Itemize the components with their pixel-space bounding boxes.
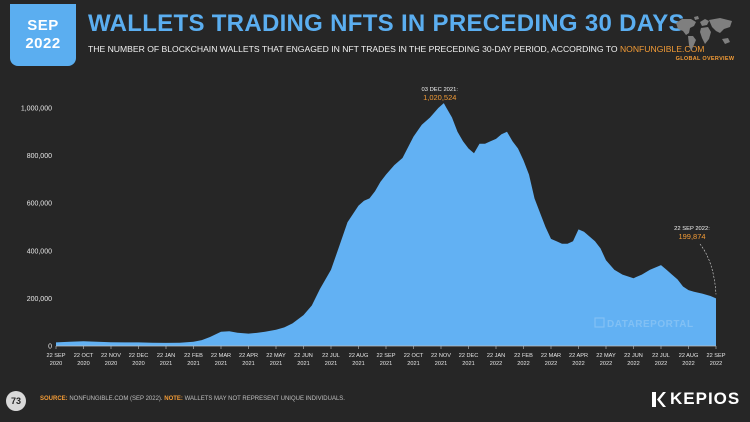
note-text: WALLETS MAY NOT REPRESENT UNIQUE INDIVID…: [182, 396, 345, 402]
x-tick-year: 2021: [270, 361, 282, 367]
x-tick-year: 2020: [50, 361, 62, 367]
x-tick-year: 2020: [132, 361, 144, 367]
x-tick-label: 22 NOV: [431, 353, 451, 359]
x-tick-label: 22 NOV: [101, 353, 121, 359]
world-map-icon: [672, 14, 738, 54]
x-tick-year: 2020: [105, 361, 117, 367]
x-tick-year: 2022: [710, 361, 722, 367]
peak-annotation-value: 1,020,524: [423, 93, 456, 102]
x-tick-label: 22 AUG: [349, 353, 369, 359]
y-tick-label: 200,000: [27, 296, 52, 303]
x-tick-year: 2021: [160, 361, 172, 367]
date-badge: SEP 2022: [10, 4, 76, 66]
x-tick-year: 2021: [187, 361, 199, 367]
x-tick-label: 22 SEP: [377, 353, 396, 359]
watermark-text: DATAREPORTAL: [607, 319, 694, 330]
brand-name: KEPIOS: [670, 389, 741, 408]
x-tick-label: 22 APR: [239, 353, 258, 359]
x-tick-label: 22 SEP: [707, 353, 726, 359]
y-tick-label: 400,000: [27, 248, 52, 255]
x-tick-year: 2021: [380, 361, 392, 367]
x-tick-label: 22 MAY: [596, 353, 616, 359]
x-tick-year: 2022: [600, 361, 612, 367]
y-tick-label: 0: [48, 344, 52, 351]
x-tick-label: 22 OCT: [74, 353, 94, 359]
chart-subtitle: THE NUMBER OF BLOCKCHAIN WALLETS THAT EN…: [88, 44, 704, 54]
x-tick-label: 22 APR: [569, 353, 588, 359]
x-tick-year: 2022: [545, 361, 557, 367]
x-tick-label: 22 JUL: [652, 353, 670, 359]
x-tick-year: 2022: [682, 361, 694, 367]
x-tick-year: 2022: [627, 361, 639, 367]
map-label: GLOBAL OVERVIEW: [675, 56, 735, 62]
x-tick-year: 2021: [462, 361, 474, 367]
peak-annotation-date: 03 DEC 2021:: [422, 87, 459, 93]
x-tick-year: 2021: [215, 361, 227, 367]
latest-annotation-value: 199,874: [678, 232, 705, 241]
x-tick-label: 22 FEB: [184, 353, 203, 359]
x-tick-year: 2021: [407, 361, 419, 367]
x-tick-label: 22 JUL: [322, 353, 340, 359]
x-tick-label: 22 JUN: [624, 353, 643, 359]
x-tick-year: 2021: [325, 361, 337, 367]
datareportal-watermark: DATAREPORTAL: [594, 317, 694, 330]
x-tick-label: 22 DEC: [129, 353, 149, 359]
x-tick-label: 22 JUN: [294, 353, 313, 359]
footer-source: SOURCE: NONFUNGIBLE.COM (SEP 2022). NOTE…: [40, 396, 345, 402]
source-link[interactable]: NONFUNGIBLE.COM: [619, 44, 705, 54]
x-tick-label: 22 MAY: [266, 353, 286, 359]
chart-title: WALLETS TRADING NFTS IN PRECEDING 30 DAY…: [88, 10, 685, 37]
x-tick-label: 22 SEP: [47, 353, 66, 359]
x-tick-label: 22 FEB: [514, 353, 533, 359]
y-axis-ticks: 0 200,000 400,000 600,000 800,000 1,000,000: [21, 106, 52, 351]
x-tick-year: 2021: [435, 361, 447, 367]
x-tick-year: 2020: [77, 361, 89, 367]
kepios-logo-icon: [652, 391, 666, 407]
source-label: SOURCE:: [40, 396, 68, 402]
date-year: 2022: [25, 35, 61, 52]
x-tick-label: 22 MAR: [211, 353, 231, 359]
x-tick-year: 2022: [517, 361, 529, 367]
x-tick-year: 2022: [490, 361, 502, 367]
x-tick-year: 2021: [297, 361, 309, 367]
date-month: SEP: [27, 17, 59, 34]
x-tick-year: 2021: [242, 361, 254, 367]
x-tick-label: 22 DEC: [459, 353, 479, 359]
y-tick-label: 800,000: [27, 153, 52, 160]
page-number: 73: [6, 391, 26, 411]
subtitle-text: THE NUMBER OF BLOCKCHAIN WALLETS THAT EN…: [88, 44, 620, 54]
x-tick-label: 22 JAN: [157, 353, 175, 359]
y-tick-label: 600,000: [27, 201, 52, 208]
x-tick-label: 22 JAN: [487, 353, 505, 359]
y-tick-label: 1,000,000: [21, 106, 52, 113]
x-tick-label: 22 MAR: [541, 353, 561, 359]
source-text: NONFUNGIBLE.COM (SEP 2022).: [67, 396, 165, 402]
x-tick-year: 2022: [655, 361, 667, 367]
chart-annotations: 03 DEC 2021:1,020,524 22 SEP 2022:199,874: [422, 87, 717, 295]
x-tick-label: 22 AUG: [679, 353, 699, 359]
x-tick-label: 22 OCT: [404, 353, 424, 359]
x-tick-year: 2021: [352, 361, 364, 367]
chart-area-series: [56, 103, 716, 346]
latest-annotation-connector: [699, 243, 717, 295]
kepios-logo: KEPIOS: [652, 389, 740, 409]
x-axis-ticks: 22 SEP 2020 22 OCT 2020 22 NOV 2020 22 DEC 2020…: [47, 346, 726, 367]
x-tick-year: 2022: [572, 361, 584, 367]
latest-annotation-date: 22 SEP 2022:: [674, 226, 710, 232]
note-label: NOTE:: [164, 396, 183, 402]
